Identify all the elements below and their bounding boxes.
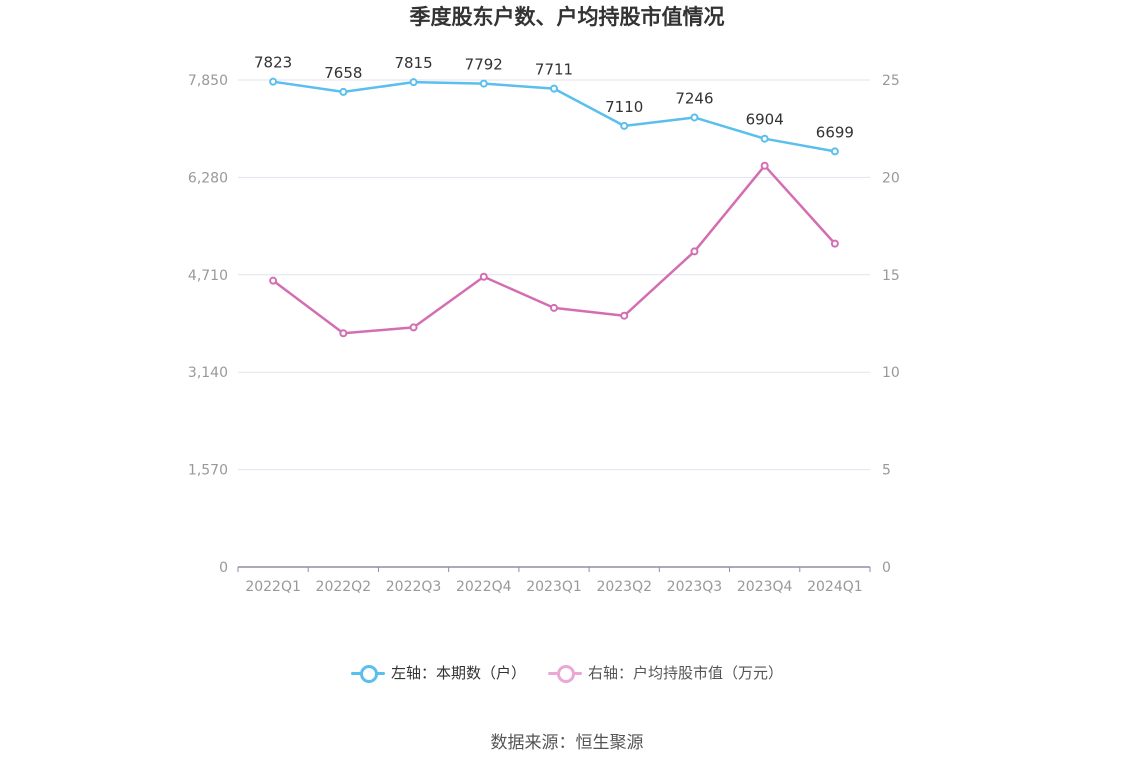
legend-item-left-series[interactable]: 左轴：本期数（户） [350,662,526,683]
data-label: 7815 [394,54,432,72]
y-left-tick-label: 0 [219,560,228,576]
y-left-tick-label: 1,570 [188,463,228,479]
x-tick-label: 2024Q1 [807,579,863,595]
data-point-left [550,84,558,93]
data-point-right [690,247,699,256]
data-point-left [409,78,418,87]
legend-item-right-series[interactable]: 右轴：户均持股市值（万元） [548,662,783,683]
legend-symbol-left [350,663,385,683]
axes: 0 0 1,570 5 3,140 10 4,710 15 6,280 20 7,850 25 2022… [188,73,900,595]
data-point-right [339,329,348,338]
data-label: 7711 [535,61,573,79]
x-tick-label: 2022Q1 [245,579,301,595]
data-point-right [620,311,629,320]
legend-symbol-right [548,663,582,683]
x-tick-label: 2023Q1 [526,579,582,595]
y-right-tick-label: 0 [882,560,891,576]
data-point-left [269,77,278,86]
data-point-left [620,121,629,130]
y-right-tick-label: 20 [882,170,900,186]
line-chart: 0 0 1,570 5 3,140 10 4,710 15 6,280 20 7,850 25 2022… [188,54,900,595]
legend-label-right: 右轴：户均持股市值（万元） [588,664,784,682]
legend: 左轴：本期数（户） 右轴：户均持股市值（万元） [0,662,1134,683]
x-tick-label: 2023Q2 [596,579,652,595]
data-point-right [760,161,769,170]
x-tick-label: 2022Q3 [386,579,442,595]
data-point-right [409,323,418,332]
y-right-tick-label: 25 [882,73,900,89]
y-right-tick-label: 5 [882,463,891,479]
data-point-right [830,239,839,248]
y-left-tick-label: 6,280 [188,170,228,186]
data-point-left [760,134,769,143]
data-point-right [550,303,558,312]
y-left-tick-label: 3,140 [188,365,228,381]
x-tick-label: 2023Q4 [737,579,793,595]
y-right-tick-label: 10 [882,365,900,381]
y-left-tick-label: 4,710 [188,268,228,284]
data-label: 6904 [746,111,784,129]
data-label: 7246 [675,89,713,107]
x-tick-label: 2022Q4 [456,579,512,595]
y-left-tick-label: 7,850 [188,73,228,89]
data-label: 6699 [816,123,854,141]
data-label: 7792 [465,56,503,74]
data-source: 数据来源：恒生聚源 [490,733,644,753]
data-labels: 7823 7658 7815 7792 7711 7110 7246 6904 6699 [254,54,854,142]
x-tick-label: 2023Q3 [667,579,723,595]
data-point-left [830,147,839,156]
data-point-left [479,79,488,88]
data-point-left [339,87,348,96]
chart-title: 季度股东户数、户均持股市值情况 [409,5,725,29]
data-label: 7110 [605,98,643,116]
data-label: 7823 [254,54,292,72]
data-point-right [269,276,278,285]
data-point-right [479,272,488,281]
grid-lines [238,79,870,471]
y-right-tick-label: 15 [882,268,900,284]
data-point-left [690,113,699,122]
data-label: 7658 [324,64,362,82]
x-tick-label: 2022Q2 [316,579,372,595]
legend-label-left: 左轴：本期数（户） [390,664,526,682]
series-layer [269,77,839,338]
